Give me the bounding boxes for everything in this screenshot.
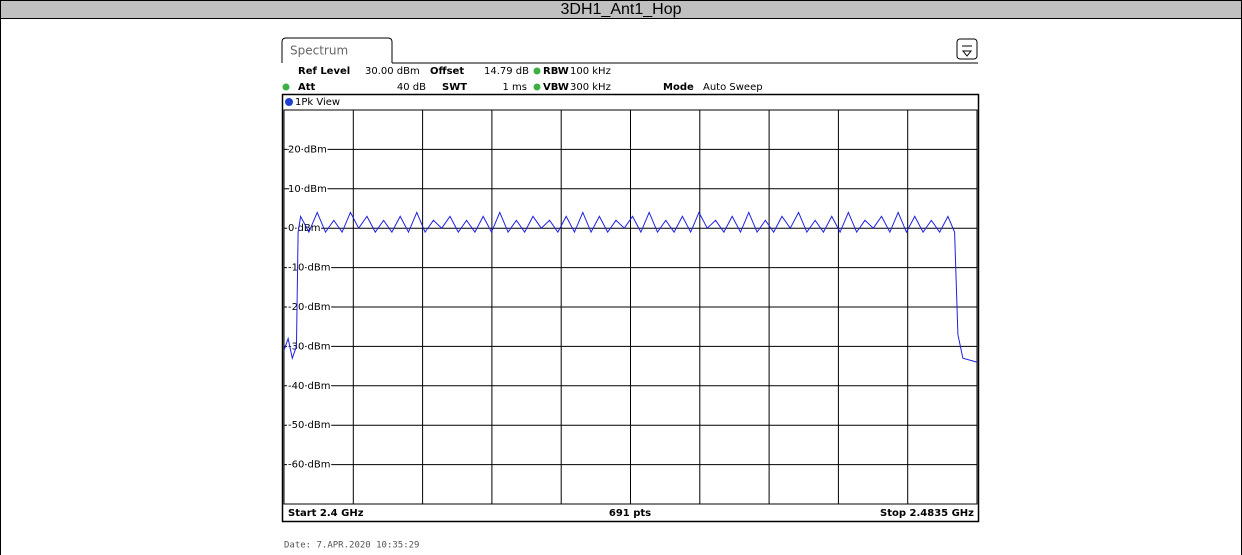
- setting-value: 14.79 dB: [484, 66, 529, 77]
- start-label: Start 2.4 GHz: [288, 508, 364, 519]
- y-tick-label: -40 dBm: [288, 381, 330, 392]
- page-title: 3DH1_Ant1_Hop: [561, 1, 682, 18]
- date: Date: 7.APR.2020 10:35:29: [284, 541, 419, 551]
- y-tick-label: -10 dBm: [288, 263, 330, 274]
- y-tick-label: 20 dBm: [288, 144, 327, 155]
- y-tick-label: -60 dBm: [288, 460, 330, 471]
- tab-label[interactable]: Spectrum: [290, 44, 348, 58]
- y-tick-label: -50 dBm: [288, 420, 330, 431]
- menu-icon-glyph: [961, 45, 973, 57]
- setting-value: Auto Sweep: [703, 82, 763, 93]
- setting-label: Att: [298, 82, 316, 93]
- y-tick-label: -30 dBm: [288, 341, 330, 352]
- trace-dot: [285, 98, 293, 106]
- plot-frame: [281, 93, 980, 523]
- setting-value: 100 kHz: [570, 66, 611, 77]
- setting-label: VBW: [543, 82, 569, 93]
- setting-label: Mode: [663, 82, 694, 93]
- view-label: 1Pk View: [295, 97, 340, 108]
- status-dot: [282, 83, 290, 91]
- setting-value: 300 kHz: [570, 82, 611, 93]
- setting-value: 30.00 dBm: [365, 66, 420, 77]
- setting-value: 40 dB: [397, 82, 426, 93]
- trace: [283, 211, 978, 363]
- points-label: 691 pts: [609, 508, 651, 519]
- setting-label: SWT: [442, 82, 467, 93]
- plot: 20 dBm 10 dBm 0 dBm -10 dBm -20 dBm -30 dBm -4…: [283, 143, 978, 472]
- setting-value: 1 ms: [503, 82, 528, 93]
- setting-label: RBW: [543, 66, 569, 77]
- setting-label: Ref Level: [298, 66, 350, 77]
- setting-label: Offset: [430, 66, 464, 77]
- tab[interactable]: [281, 37, 393, 63]
- y-tick-label: 10 dBm: [288, 184, 327, 195]
- status-dot: [533, 67, 541, 75]
- stop-label: Stop 2.4835 GHz: [880, 508, 974, 519]
- y-tick-label: 0 dBm: [288, 223, 321, 234]
- menu-icon[interactable]: [956, 38, 978, 60]
- y-tick-label: -20 dBm: [288, 302, 330, 313]
- status-dot: [533, 83, 541, 91]
